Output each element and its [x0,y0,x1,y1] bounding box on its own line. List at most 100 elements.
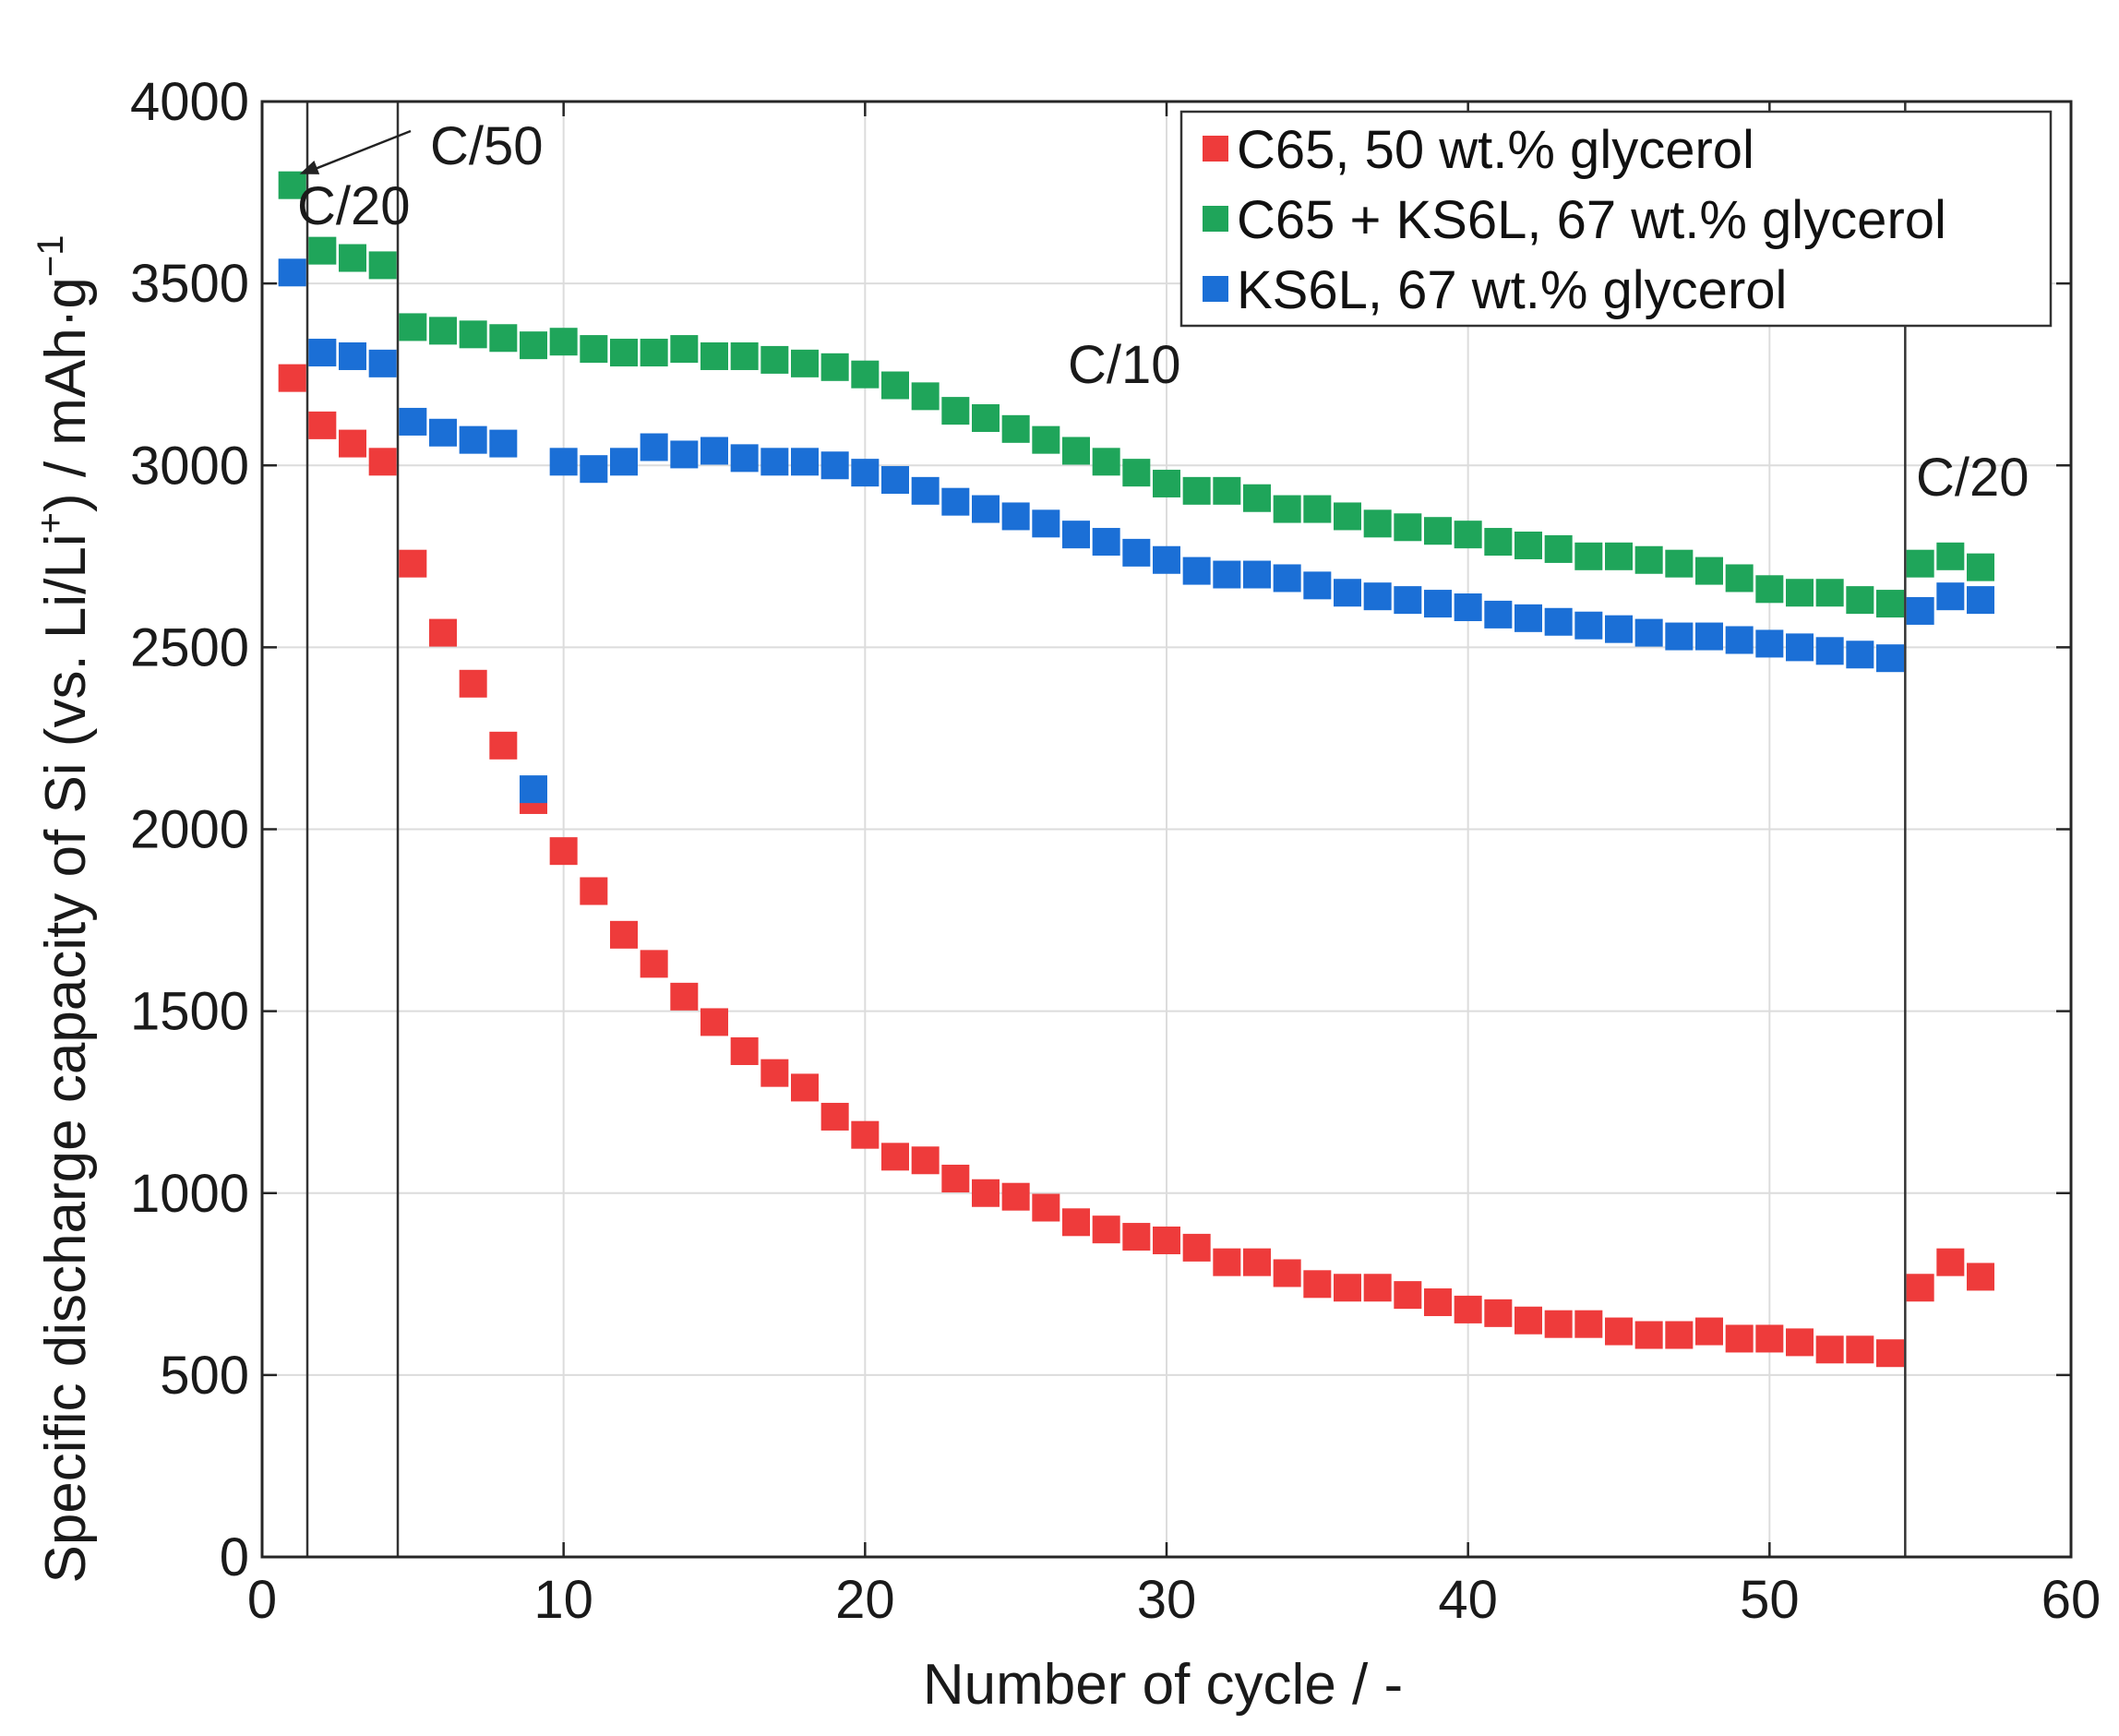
data-point [1815,579,1844,607]
data-point [941,487,970,516]
data-point [1092,1215,1120,1244]
data-point [610,339,638,367]
y-tick-label: 2500 [130,617,249,677]
data-point [1514,604,1542,632]
data-point [1544,607,1573,636]
data-point [1936,1248,1965,1276]
y-tick-label: 4000 [130,72,249,132]
data-point [339,244,366,272]
data-point [941,397,970,425]
data-point [1725,1324,1754,1353]
y-tick-label: 500 [160,1346,249,1406]
c50-arrowhead [299,160,320,174]
legend-swatch-ks6l [1203,276,1228,302]
data-point [368,448,397,476]
y-axis-label: Specific discharge capacity of Si (vs. L… [30,234,98,1583]
data-point [1484,600,1513,629]
data-point [1574,611,1603,640]
data-point [1786,633,1814,662]
data-point [549,837,578,866]
data-point [1605,615,1633,643]
data-point [1062,521,1090,549]
data-point [851,1120,880,1149]
data-point [820,451,849,480]
data-point [1665,622,1694,651]
data-point [1092,448,1120,476]
data-point [489,429,518,458]
data-point [1243,1248,1271,1276]
data-point [1243,484,1271,512]
data-point [1544,534,1573,563]
data-point [1273,564,1301,593]
data-point [1182,1233,1211,1262]
data-point [1815,1335,1844,1364]
series-0 [278,364,1994,1368]
data-point [429,618,457,647]
rate-label-c50: C/50 [430,116,544,176]
data-point [1786,1328,1814,1357]
data-point [1906,1274,1934,1302]
data-point [881,1143,909,1171]
y-axis-label-sup1: + [30,512,71,533]
data-point [1454,1295,1482,1323]
data-point [1634,1321,1663,1349]
data-point [640,433,668,461]
data-point [1876,1339,1904,1368]
x-tick-label: 50 [1740,1570,1800,1630]
data-point [640,950,668,978]
y-axis-label-mid: ) / mAh·g [34,277,98,512]
data-point [700,437,728,465]
data-point [1092,528,1120,557]
data-point [549,448,578,476]
y-axis-label-main: Specific discharge capacity of Si (vs. L… [34,533,98,1583]
data-point [489,731,518,760]
data-point [399,313,427,341]
data-point [670,335,699,364]
data-point [1032,425,1060,454]
data-point [791,448,819,476]
data-point [972,403,1000,432]
legend-swatch-c65-ks6l [1203,206,1228,232]
data-point [1665,549,1694,578]
data-point [1815,637,1844,665]
y-tick-label: 3000 [130,436,249,496]
data-point [941,1164,970,1192]
data-point [1876,644,1904,673]
data-point [851,459,880,487]
data-point [700,341,728,370]
data-point [610,920,638,949]
data-point [1001,502,1030,531]
data-point [1213,560,1241,589]
series-1 [278,171,1994,618]
data-point [1273,495,1301,523]
data-point [851,360,880,389]
data-point [610,448,638,476]
data-point [580,455,608,484]
data-point [1001,1182,1030,1211]
data-point [1122,538,1151,567]
legend-label-ks6l: KS6L, 67 wt.% glycerol [1237,260,1787,320]
data-point [820,353,849,381]
rate-label-c20-left: C/20 [297,176,411,236]
data-point [1967,586,1994,615]
data-point [459,425,487,454]
data-point [1484,1299,1513,1327]
data-point [730,444,759,473]
data-point [1936,542,1965,570]
rate-dividers [305,102,1907,1557]
data-point [1062,1208,1090,1237]
data-point [1725,564,1754,593]
data-point [1695,1317,1723,1346]
data-point [730,341,759,370]
data-point [1605,1317,1633,1346]
data-point [1755,1324,1784,1353]
data-point [1967,553,1994,581]
data-point [278,258,306,287]
data-point [429,418,457,447]
x-tick-label: 0 [247,1570,277,1630]
data-point [1755,575,1784,604]
data-point [1303,571,1332,600]
data-point [580,877,608,905]
legend-swatch-c65 [1203,136,1228,162]
data-point [368,349,397,377]
